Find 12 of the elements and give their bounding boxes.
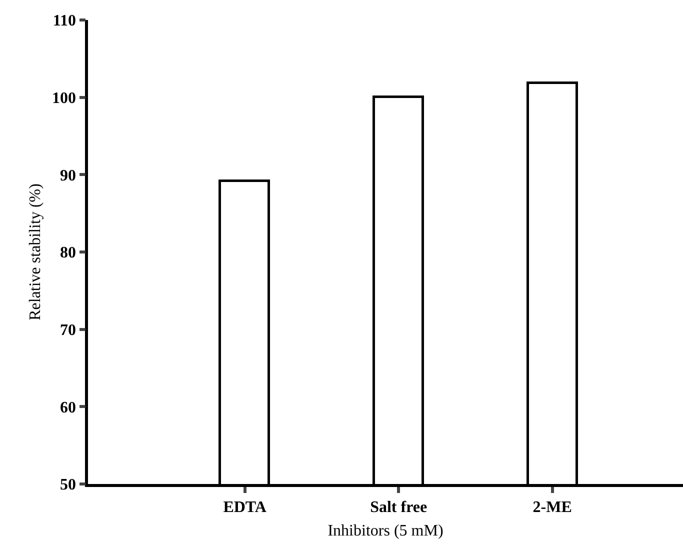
y-tick-label: 110 <box>52 12 76 30</box>
x-tick-label: 2-ME <box>532 498 572 516</box>
y-tick-label: 80 <box>60 244 76 262</box>
x-axis-title: Inhibitors (5 mM) <box>328 522 444 540</box>
x-tick-label: EDTA <box>223 498 267 516</box>
y-tick-label: 90 <box>60 167 76 184</box>
y-tick-label: 100 <box>52 90 76 107</box>
x-tick-label: Salt free <box>370 498 428 516</box>
y-axis-title: Relative stability (%) <box>26 184 44 320</box>
y-tick-label: 50 <box>60 476 76 494</box>
y-tick-label: 60 <box>60 399 76 416</box>
y-tick-label: 70 <box>60 322 76 339</box>
